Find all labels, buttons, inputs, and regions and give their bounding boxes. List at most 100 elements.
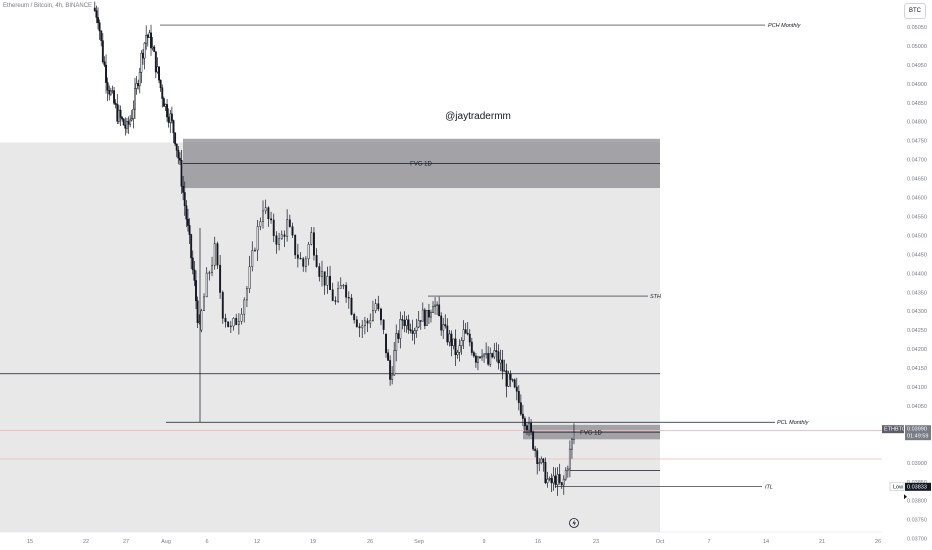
- candle-body: [532, 431, 535, 450]
- level-label-pch-monthly: PCH Monthly: [768, 23, 802, 29]
- candle-body: [167, 116, 170, 123]
- candle-body: [393, 350, 396, 376]
- candle-body: [452, 338, 455, 347]
- y-tick-label: 0.05050: [907, 25, 927, 31]
- candle-body: [534, 448, 537, 451]
- candle-body: [385, 333, 387, 354]
- candle-body: [162, 98, 165, 107]
- candle-body: [528, 422, 530, 431]
- candle-body: [438, 304, 441, 317]
- candle-body: [415, 326, 418, 331]
- candle-body: [191, 257, 194, 271]
- candle-body: [200, 310, 203, 331]
- candle-body: [387, 352, 390, 361]
- last-price-tag: [905, 425, 931, 441]
- candle-body: [491, 353, 494, 358]
- candle-body: [196, 300, 199, 323]
- candle-body: [466, 333, 469, 335]
- x-tick-label: 7: [707, 539, 710, 545]
- candle-body: [550, 478, 553, 484]
- candle-body: [262, 210, 264, 222]
- candle-body: [570, 439, 573, 450]
- candle-body: [403, 319, 406, 326]
- x-tick-label: 16: [535, 539, 541, 545]
- candle-body: [248, 266, 251, 289]
- lightning-icon[interactable]: [569, 518, 579, 528]
- candle-body: [521, 413, 524, 419]
- candle-body: [503, 370, 506, 372]
- candle-body: [421, 309, 424, 322]
- candle-body: [291, 226, 294, 236]
- currency-button[interactable]: BTC: [904, 3, 926, 19]
- candle-body: [526, 425, 528, 431]
- candle-body: [188, 225, 191, 235]
- candle-body: [251, 250, 254, 267]
- fvg-label: FVG 1D: [580, 430, 602, 436]
- candle-body: [538, 462, 541, 464]
- candle-body: [187, 218, 189, 226]
- candle-body: [116, 104, 119, 122]
- candle-body: [448, 333, 451, 343]
- last-price-value: 0.03990: [907, 427, 927, 433]
- candle-body: [275, 235, 278, 245]
- candle-body: [353, 314, 356, 321]
- candle-body: [243, 299, 246, 315]
- candle-body: [137, 83, 140, 86]
- y-tick-label: 0.03850: [907, 480, 927, 486]
- candle-body: [103, 61, 106, 66]
- candle-body: [237, 321, 240, 326]
- candle-body: [198, 321, 201, 323]
- candle-body: [374, 303, 377, 311]
- low-price-value: 0.03833: [907, 484, 927, 490]
- candle-body: [307, 244, 310, 260]
- y-tick-label: 0.04900: [907, 82, 927, 88]
- candle-body: [140, 52, 143, 73]
- candle-body: [395, 333, 398, 351]
- candle-body: [185, 205, 188, 220]
- candle-body: [318, 266, 321, 277]
- candle-body: [130, 118, 133, 121]
- candle-body: [148, 32, 151, 38]
- candle-body: [180, 160, 183, 187]
- candle-body: [536, 450, 539, 464]
- candle-body: [105, 64, 107, 83]
- candle-body: [153, 46, 156, 52]
- candle-body: [288, 219, 291, 227]
- candle-body: [219, 264, 222, 293]
- candle-body: [205, 272, 208, 298]
- candle-body: [544, 462, 547, 484]
- x-tick-label: Sep: [414, 539, 424, 545]
- low-price-tag: [905, 482, 931, 491]
- candle-body: [100, 30, 103, 41]
- candle-body: [182, 186, 185, 193]
- candle-body: [166, 104, 169, 118]
- candle-body: [213, 243, 216, 266]
- y-tick-label: 0.04850: [907, 101, 927, 107]
- y-tick-label: 0.04400: [907, 271, 927, 277]
- candle-body: [146, 35, 149, 38]
- x-tick-label: 26: [367, 539, 373, 545]
- candle-body: [143, 42, 146, 59]
- candle-body: [169, 113, 172, 123]
- candle-body: [310, 232, 313, 245]
- candle-body: [329, 275, 331, 291]
- candle-body: [389, 360, 392, 380]
- candle-body: [174, 132, 177, 145]
- candle-body: [369, 320, 372, 324]
- candle-body: [391, 374, 394, 380]
- candle-body: [363, 320, 366, 327]
- candle-body: [434, 304, 437, 308]
- y-tick-label: 0.04050: [907, 404, 927, 410]
- candle-body: [501, 359, 504, 372]
- candle-body: [135, 83, 138, 89]
- candle-body: [552, 475, 555, 484]
- candle-body: [114, 102, 117, 105]
- level-label-sth: STH: [650, 294, 661, 300]
- candle-body: [481, 355, 483, 358]
- x-tick-label: 21: [819, 539, 825, 545]
- candle-body: [377, 303, 380, 310]
- candle-body: [554, 475, 557, 486]
- candle-body: [483, 353, 486, 357]
- candle-body: [294, 234, 297, 256]
